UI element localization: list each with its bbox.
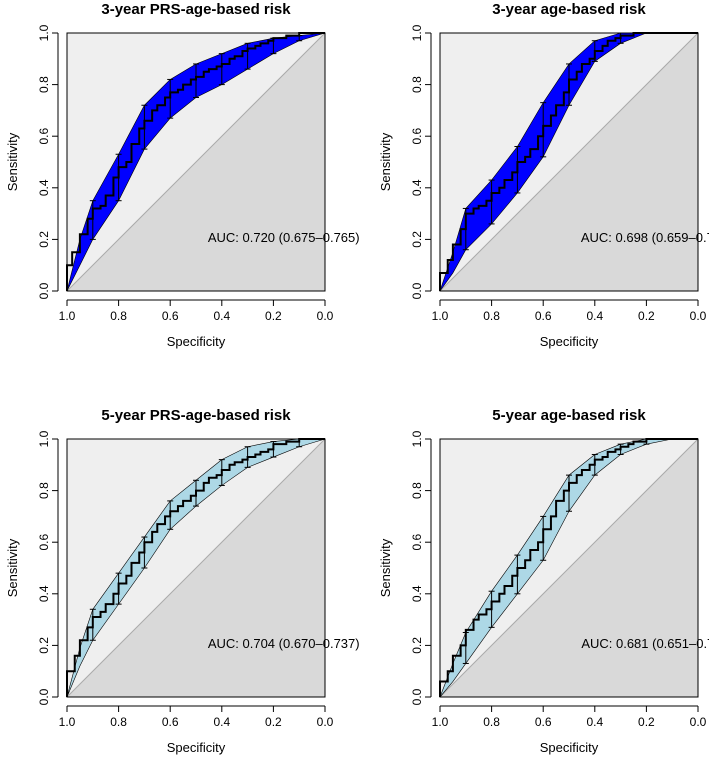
y-tick-label: 0.2 bbox=[410, 231, 424, 248]
chart-title: 3-year age-based risk bbox=[492, 1, 646, 18]
roc-curve bbox=[66, 438, 325, 697]
x-tick-label: 0.8 bbox=[110, 309, 127, 323]
y-tick-label: 0.0 bbox=[37, 282, 51, 299]
roc-curve bbox=[439, 438, 698, 697]
x-tick-label: 0.8 bbox=[483, 715, 500, 729]
y-tick-label: 0.4 bbox=[37, 179, 51, 196]
y-tick-label: 1.0 bbox=[410, 24, 424, 41]
y-tick-label: 0.2 bbox=[37, 231, 51, 248]
y-tick-label: 0.0 bbox=[37, 688, 51, 705]
chart-title: 5-year PRS-age-based risk bbox=[101, 407, 291, 424]
y-axis-label: Sensitivity bbox=[5, 132, 20, 191]
y-tick-label: 1.0 bbox=[37, 24, 51, 41]
x-tick-label: 0.6 bbox=[535, 715, 552, 729]
x-tick-label: 0.8 bbox=[110, 715, 127, 729]
roc-panel-3: 1.0 0.8 0.6 0.4 0.2 0.0 0.0 0.2 0.4 0.6 0.8 1.0 5-ye… bbox=[5, 407, 360, 755]
x-tick-label: 0.8 bbox=[483, 309, 500, 323]
x-tick-label: 1.0 bbox=[59, 309, 76, 323]
y-tick-label: 0.6 bbox=[37, 128, 51, 145]
roc-panel-4: 1.0 0.8 0.6 0.4 0.2 0.0 0.0 0.2 0.4 0.6 0.8 1.0 5-ye… bbox=[378, 407, 709, 755]
auc-annotation: AUC: 0.681 (0.651–0.711) bbox=[581, 636, 709, 651]
y-axis-label: Sensitivity bbox=[378, 132, 393, 191]
y-tick-label: 0.4 bbox=[410, 179, 424, 196]
roc-panel-2: 1.0 0.8 0.6 0.4 0.2 0.0 0.0 0.2 0.4 0.6 0.8 1.0 3-ye… bbox=[378, 1, 709, 349]
x-tick-label: 0.2 bbox=[265, 715, 282, 729]
chart-title: 5-year age-based risk bbox=[492, 407, 646, 424]
x-tick-label: 1.0 bbox=[432, 715, 449, 729]
roc-panel-1: 1.0 0.8 0.6 0.4 0.2 0.0 0.0 0.2 0.4 0.6 0.8 1.0 3-ye… bbox=[5, 1, 360, 349]
y-tick-label: 0.0 bbox=[410, 282, 424, 299]
x-axis-label: Specificity bbox=[167, 740, 226, 755]
x-tick-label: 0.2 bbox=[265, 309, 282, 323]
x-tick-label: 0.4 bbox=[586, 309, 603, 323]
roc-curve bbox=[439, 32, 698, 291]
ci-error-bar bbox=[566, 474, 572, 512]
y-tick-label: 0.6 bbox=[410, 128, 424, 145]
x-tick-label: 0.0 bbox=[690, 309, 707, 323]
auc-annotation: AUC: 0.698 (0.659–0.737) bbox=[581, 230, 709, 245]
plot-frame bbox=[66, 438, 326, 698]
x-tick-label: 0.6 bbox=[162, 309, 179, 323]
ci-error-bar bbox=[193, 63, 199, 98]
x-tick-label: 0.0 bbox=[690, 715, 707, 729]
x-tick-label: 0.2 bbox=[638, 309, 655, 323]
y-tick-label: 0.8 bbox=[37, 76, 51, 93]
auc-annotation: AUC: 0.704 (0.670–0.737) bbox=[208, 636, 360, 651]
x-axis-label: Specificity bbox=[540, 740, 599, 755]
y-axis-label: Sensitivity bbox=[5, 538, 20, 597]
x-tick-label: 0.6 bbox=[535, 309, 552, 323]
y-tick-label: 0.8 bbox=[37, 482, 51, 499]
plot-frame bbox=[439, 32, 699, 292]
roc-curve bbox=[66, 32, 325, 291]
ci-error-bar bbox=[89, 200, 96, 240]
chance-diagonal bbox=[66, 438, 326, 698]
x-tick-label: 0.2 bbox=[638, 715, 655, 729]
y-tick-label: 0.4 bbox=[410, 585, 424, 602]
x-axis-label: Specificity bbox=[167, 334, 226, 349]
plot-frame bbox=[439, 438, 699, 698]
x-axis-label: Specificity bbox=[540, 334, 599, 349]
y-tick-label: 0.6 bbox=[410, 534, 424, 551]
y-tick-label: 1.0 bbox=[410, 430, 424, 447]
y-tick-label: 0.6 bbox=[37, 534, 51, 551]
chance-diagonal bbox=[439, 32, 699, 292]
y-axis-label: Sensitivity bbox=[378, 538, 393, 597]
y-tick-label: 0.4 bbox=[37, 585, 51, 602]
y-tick-label: 1.0 bbox=[37, 430, 51, 447]
y-tick-label: 0.0 bbox=[410, 688, 424, 705]
x-tick-label: 0.0 bbox=[317, 309, 334, 323]
y-tick-label: 0.2 bbox=[410, 637, 424, 654]
x-tick-label: 1.0 bbox=[59, 715, 76, 729]
x-tick-label: 1.0 bbox=[432, 309, 449, 323]
chance-diagonal bbox=[439, 438, 699, 698]
y-tick-label: 0.8 bbox=[410, 76, 424, 93]
auc-annotation: AUC: 0.720 (0.675–0.765) bbox=[208, 230, 360, 245]
ci-error-bar bbox=[488, 179, 495, 225]
ci-error-bar bbox=[167, 78, 174, 119]
plot-frame bbox=[66, 32, 326, 292]
x-tick-label: 0.4 bbox=[586, 715, 603, 729]
x-tick-label: 0.4 bbox=[213, 309, 230, 323]
chart-title: 3-year PRS-age-based risk bbox=[101, 1, 291, 18]
y-tick-label: 0.2 bbox=[37, 637, 51, 654]
y-tick-label: 0.8 bbox=[410, 482, 424, 499]
x-tick-label: 0.4 bbox=[213, 715, 230, 729]
x-tick-label: 0.0 bbox=[317, 715, 334, 729]
chance-diagonal bbox=[66, 32, 326, 292]
x-tick-label: 0.6 bbox=[162, 715, 179, 729]
ci-error-bar bbox=[218, 53, 225, 86]
